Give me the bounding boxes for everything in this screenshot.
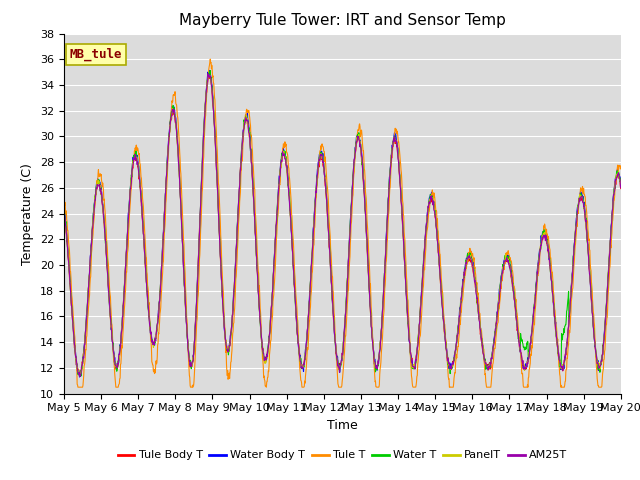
Water T <box>60 207 68 213</box>
Water Body T <box>76 374 83 380</box>
AM25T <box>76 373 84 379</box>
Water T <box>247 146 255 152</box>
Tule T <box>502 253 510 259</box>
Line: Water T: Water T <box>64 71 621 376</box>
Tule Body T <box>171 111 179 117</box>
Tule T <box>171 91 179 97</box>
PanelT <box>76 372 84 378</box>
Line: Tule T: Tule T <box>64 59 621 387</box>
Tule Body T <box>77 372 85 378</box>
PanelT <box>502 256 510 262</box>
PanelT <box>205 72 213 78</box>
AM25T <box>429 199 437 205</box>
Water Body T <box>184 345 192 350</box>
AM25T <box>247 148 255 154</box>
Text: MB_tule: MB_tule <box>70 48 122 61</box>
PanelT <box>552 322 559 327</box>
Tule Body T <box>502 259 510 264</box>
AM25T <box>184 347 192 352</box>
Line: PanelT: PanelT <box>64 75 621 375</box>
Tule T <box>552 313 559 319</box>
PanelT <box>60 206 68 212</box>
AM25T <box>552 324 559 329</box>
Tule T <box>74 384 82 390</box>
PanelT <box>171 110 179 116</box>
Tule Body T <box>617 186 625 192</box>
X-axis label: Time: Time <box>327 419 358 432</box>
AM25T <box>502 256 510 262</box>
AM25T <box>60 208 68 214</box>
Tule Body T <box>184 345 192 351</box>
Water T <box>76 373 84 379</box>
Water T <box>184 347 192 353</box>
Water Body T <box>247 148 255 154</box>
Water T <box>552 322 559 327</box>
Title: Mayberry Tule Tower: IRT and Sensor Temp: Mayberry Tule Tower: IRT and Sensor Temp <box>179 13 506 28</box>
Tule T <box>60 190 68 195</box>
Water T <box>171 112 179 118</box>
Tule Body T <box>552 326 559 332</box>
Tule Body T <box>205 71 212 77</box>
Line: AM25T: AM25T <box>64 73 621 376</box>
AM25T <box>617 185 625 191</box>
Water T <box>429 198 437 204</box>
Tule Body T <box>429 203 437 209</box>
Water Body T <box>206 68 214 73</box>
Tule T <box>207 56 214 62</box>
Water Body T <box>429 200 437 206</box>
Water Body T <box>502 251 510 257</box>
Water Body T <box>617 181 625 187</box>
Line: Water Body T: Water Body T <box>64 71 621 377</box>
Water Body T <box>552 321 559 327</box>
Water T <box>207 68 214 73</box>
Tule T <box>429 195 437 201</box>
Water Body T <box>171 108 179 114</box>
Water T <box>502 255 510 261</box>
Tule Body T <box>247 149 255 155</box>
Legend: Tule Body T, Water Body T, Tule T, Water T, PanelT, AM25T: Tule Body T, Water Body T, Tule T, Water… <box>113 446 572 465</box>
PanelT <box>247 152 255 157</box>
Tule T <box>247 132 255 138</box>
PanelT <box>184 346 192 352</box>
PanelT <box>617 181 625 187</box>
AM25T <box>171 114 179 120</box>
Tule T <box>184 350 192 356</box>
Tule Body T <box>60 205 68 211</box>
AM25T <box>204 71 212 76</box>
Tule T <box>617 164 625 170</box>
Y-axis label: Temperature (C): Temperature (C) <box>22 163 35 264</box>
Water T <box>617 182 625 188</box>
PanelT <box>429 198 437 204</box>
Water Body T <box>60 210 68 216</box>
Line: Tule Body T: Tule Body T <box>64 74 621 375</box>
